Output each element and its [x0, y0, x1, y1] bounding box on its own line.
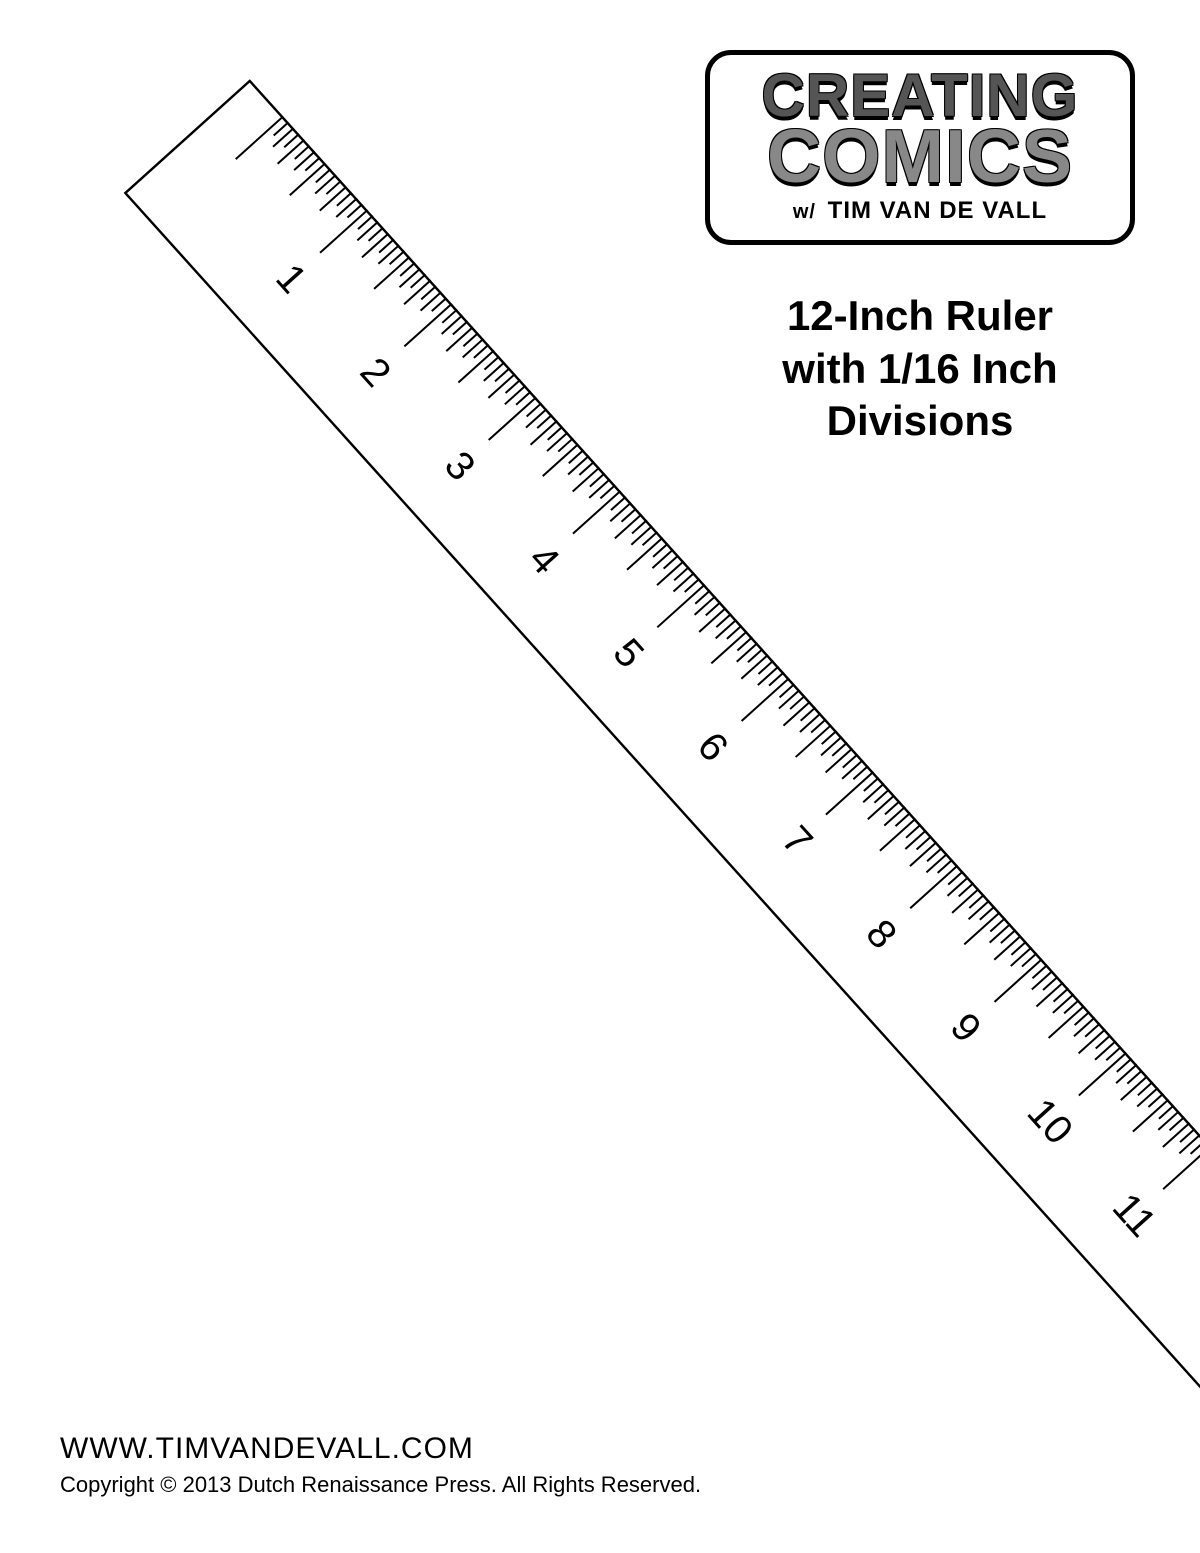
title-line-3: Divisions — [705, 395, 1135, 448]
footer: WWW.TIMVANDEVALL.COM Copyright © 2013 Du… — [60, 1432, 701, 1498]
logo-line2: COMICS — [710, 123, 1130, 191]
document-title: 12-Inch Ruler with 1/16 Inch Divisions — [705, 290, 1135, 448]
logo-sub-prefix: w/ — [793, 201, 816, 223]
logo-sub-author: TIM VAN DE VALL — [828, 197, 1047, 224]
page-root: CREATING COMICS w/ TIM VAN DE VALL 12-In… — [0, 0, 1200, 1553]
title-line-1: 12-Inch Ruler — [705, 290, 1135, 343]
ruler: 1234567891011 — [124, 79, 1200, 1391]
ruler-graphic: 1234567891011 — [124, 79, 1200, 1391]
logo-badge: CREATING COMICS w/ TIM VAN DE VALL — [705, 50, 1135, 245]
title-line-2: with 1/16 Inch — [705, 343, 1135, 396]
footer-url: WWW.TIMVANDEVALL.COM — [60, 1432, 701, 1466]
logo-subline: w/ TIM VAN DE VALL — [710, 197, 1130, 225]
footer-copyright: Copyright © 2013 Dutch Renaissance Press… — [60, 1472, 701, 1498]
